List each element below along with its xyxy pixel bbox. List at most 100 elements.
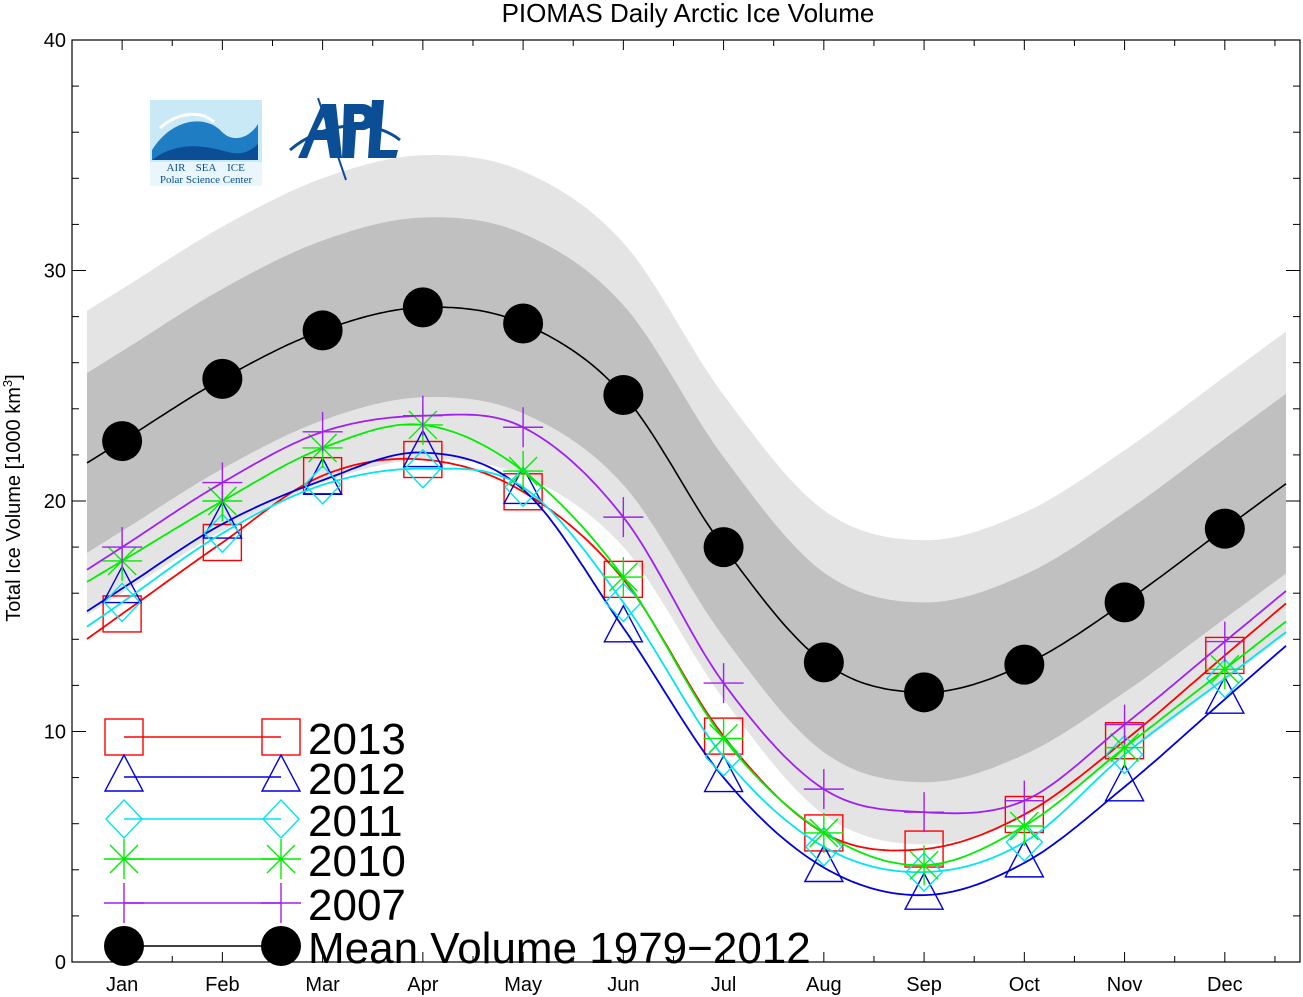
series-2007-point-feb — [202, 462, 243, 503]
psc-label-air: AIR — [167, 162, 187, 174]
legend-item-2-marker-left-shape — [103, 753, 145, 792]
series-2010-point-jun — [603, 557, 644, 598]
legend-item-6-marker-left — [104, 926, 144, 966]
apl-logo — [289, 97, 401, 181]
series-2012-point-oct — [1004, 839, 1045, 878]
series-2007-point-aug — [803, 769, 844, 810]
std-dev-bands — [87, 155, 1286, 845]
series-2012-point-jun — [603, 604, 644, 643]
series-2011-point-oct — [1005, 822, 1044, 863]
series-mean-volume-1979-2012-point-mar — [302, 310, 343, 351]
y-tick-label-30: 30 — [44, 261, 66, 283]
legend-item-6: Mean Volume 1979−2012 — [104, 924, 811, 973]
legend-item-3-marker-right — [262, 798, 300, 840]
series-2007-line — [86, 413, 1287, 815]
series-2007-point-sep — [904, 792, 945, 833]
series-mean-volume-1979-2012-point-dec-shape — [1204, 508, 1245, 549]
legend-item-2-marker-right — [260, 753, 302, 792]
series-2011-point-jan — [103, 582, 142, 623]
series-mean-volume-1979-2012-point-aug-shape — [803, 642, 844, 683]
x-tick-label-mar: Mar — [305, 974, 340, 996]
series-2010-line — [86, 423, 1287, 867]
series-2012-point-aug — [803, 843, 844, 883]
apl-letter-p-icon — [342, 104, 376, 158]
series-mean-volume-1979-2012-point-may — [503, 303, 544, 344]
series-mean-volume-1979-2012-point-nov-shape — [1104, 582, 1145, 623]
y-tick-label-0: 0 — [55, 952, 66, 974]
series-2012-point-feb-shape — [202, 500, 243, 539]
legend-item-3-marker-right-shape — [262, 798, 300, 840]
legend-item-5-marker-left-shape — [104, 883, 144, 923]
series-mean-volume-1979-2012-point-apr-shape — [402, 287, 443, 328]
series-2007-point-oct — [1004, 780, 1045, 821]
series-2011-point-jun-shape — [604, 582, 643, 623]
series-2010-point-jul-shape — [703, 718, 744, 759]
series-2007-point-apr-shape — [402, 395, 443, 436]
series-2007-point-jan-shape — [102, 527, 143, 568]
series-2011-point-dec — [1205, 658, 1244, 699]
series-2010-point-may-shape — [503, 451, 544, 492]
series-2010-point-oct-shape — [1004, 806, 1045, 847]
series-2012-point-may-shape — [502, 465, 544, 505]
legend-item-4-marker-right — [261, 839, 301, 879]
legend-item-1-label: 2013 — [308, 715, 406, 764]
series-2012-point-aug-shape — [803, 843, 844, 883]
series-2012-point-nov — [1104, 763, 1145, 802]
legend-item-4: 2010 — [104, 837, 406, 886]
series-2010-point-dec — [1204, 649, 1245, 690]
series-2007-point-may-shape — [503, 407, 544, 448]
axes: 0 10 20 30 40 Jan Feb Mar Apr May Jun Jul Aug Sep Oct N… — [44, 30, 1300, 996]
series-mean-volume-1979-2012-line — [86, 306, 1287, 694]
psc-logo-footer — [150, 162, 262, 186]
y-axis-label-superscript: 3 — [0, 380, 15, 387]
x-tick-label-jan: Jan — [106, 974, 138, 996]
series-mean-volume-1979-2012-point-sep — [904, 672, 945, 713]
series-mean-volume-1979-2012-point-aug — [803, 642, 844, 683]
legend-item-3: 2011 — [105, 797, 403, 846]
series-2007-point-mar — [302, 411, 343, 452]
x-tick-label-aug: Aug — [806, 974, 842, 996]
psc-name: Polar Science Center — [160, 174, 253, 186]
series-2007-point-jun-shape — [603, 497, 644, 538]
series-2010-point-dec-shape — [1204, 649, 1245, 690]
series-mean-volume-1979-2012 — [86, 287, 1287, 713]
legend-item-6-marker-right — [261, 926, 301, 966]
series-mean-volume-1979-2012-point-feb-shape — [202, 358, 243, 399]
x-tick-label-feb: Feb — [205, 974, 239, 996]
series-2010-point-aug-shape — [803, 812, 844, 853]
one-sd-band — [87, 217, 1286, 783]
series-2012-point-sep-shape — [903, 871, 945, 910]
series-2007-point-aug-shape — [803, 769, 844, 810]
series-2007-point-sep-shape — [904, 792, 945, 833]
psc-label-ice: ICE — [227, 162, 245, 174]
series-2010-point-nov-shape — [1104, 727, 1145, 768]
series-mean-volume-1979-2012-point-sep-shape — [904, 672, 945, 713]
series-2010-point-jul — [703, 718, 744, 759]
series-2012-point-nov-shape — [1104, 763, 1145, 802]
series-2012-point-apr — [402, 429, 444, 468]
series-2011-point-jan-shape — [103, 582, 142, 623]
x-tick-label-oct: Oct — [1009, 974, 1041, 996]
legend-item-2-label: 2012 — [308, 755, 406, 804]
legend-item-4-marker-left-shape — [104, 839, 144, 879]
series-mean-volume-1979-2012-point-oct — [1004, 644, 1045, 685]
y-axis-label-close: ] — [3, 374, 25, 380]
series-2007-point-feb-shape — [202, 462, 243, 503]
legend-item-1: 2013 — [104, 715, 406, 764]
legend-item-2: 2012 — [103, 753, 406, 804]
x-tick-label-jul: Jul — [711, 974, 737, 996]
legend-item-4-marker-left — [104, 839, 144, 879]
series-mean-volume-1979-2012-point-nov — [1104, 582, 1145, 623]
apl-letter-l-icon — [368, 100, 398, 158]
series-mean-volume-1979-2012-point-feb — [202, 358, 243, 399]
y-tick-label-20: 20 — [44, 491, 66, 513]
x-tick-label-sep: Sep — [906, 974, 942, 996]
series-mean-volume-1979-2012-point-apr — [402, 287, 443, 328]
series-2012-point-apr-shape — [402, 429, 444, 468]
legend-item-3-label: 2011 — [308, 797, 403, 846]
series-2007-point-dec — [1204, 621, 1245, 662]
series-mean-volume-1979-2012-point-mar-shape — [302, 310, 343, 351]
series-mean-volume-1979-2012-point-dec — [1204, 508, 1245, 549]
